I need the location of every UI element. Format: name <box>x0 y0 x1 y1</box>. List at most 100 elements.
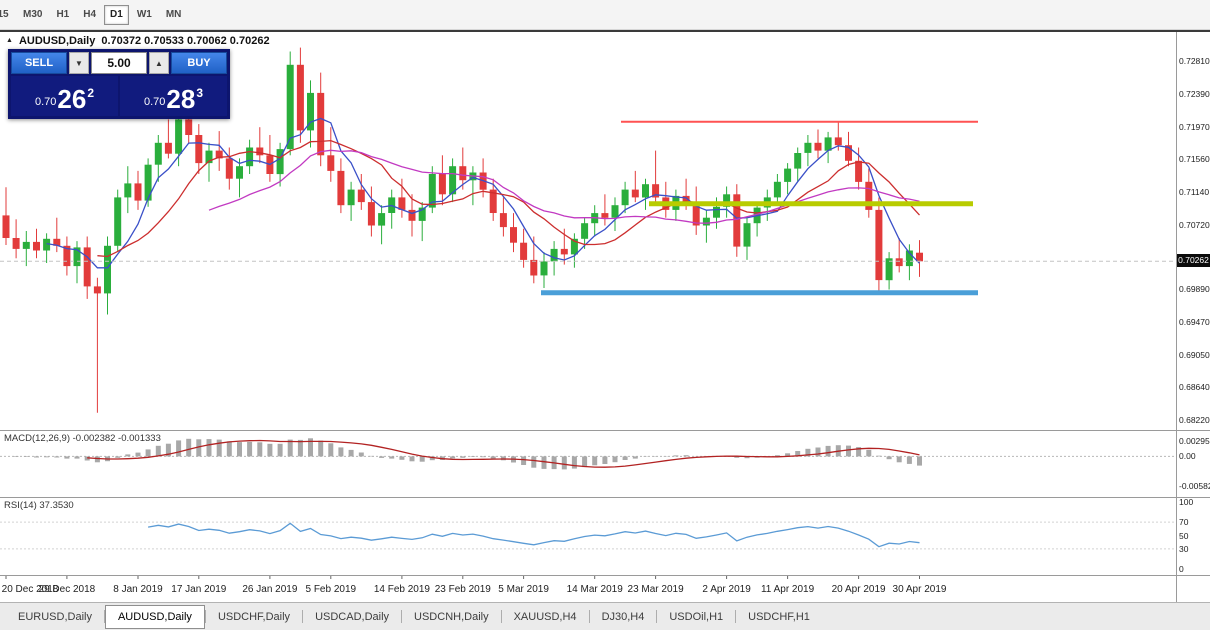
one-click-trading-panel: SELL ▼ 5.00 ▲ BUY 0.70 26 2 0.70 28 3 <box>8 49 230 119</box>
moving-average-21 <box>208 149 920 224</box>
chart-symbol-title: AUDUSD,Daily <box>18 35 96 47</box>
bid-price-display[interactable]: 0.70 26 2 <box>11 76 118 116</box>
timeframe-button-m30[interactable]: M30 <box>23 9 43 20</box>
sell-button[interactable]: SELL <box>11 52 67 74</box>
candles-layer <box>2 47 923 413</box>
date-label: 20 Dec 2018 <box>2 584 59 595</box>
chart-tab-usdchf-daily[interactable]: USDCHF,Daily <box>217 610 291 623</box>
macd-axis-label: -0.00582 <box>1179 481 1210 491</box>
current-price-badge: 0.70262 <box>1177 254 1210 267</box>
price-chart-plot[interactable]: ▲ AUDUSD,Daily 0.70372 0.70533 0.70062 0… <box>0 32 1176 430</box>
price-axis[interactable]: 0.70262 0.72810 0.72390 0.71970 0.71560 0.71… <box>1176 32 1210 430</box>
date-label: 30 Apr 2019 <box>893 584 947 595</box>
volume-input[interactable]: 5.00 <box>91 52 147 74</box>
price-axis-label: 0.70720 <box>1179 220 1210 230</box>
ask-prefix: 0.70 <box>143 96 166 108</box>
chart-tab-usdoil-h1[interactable]: USDOil,H1 <box>669 610 724 623</box>
macd-label: MACD(12,26,9) -0.002382 -0.001333 <box>4 433 161 444</box>
chart-tab-eurusd-daily[interactable]: EURUSD,Daily <box>18 610 92 623</box>
tab-separator <box>401 610 403 623</box>
date-label: 23 Feb 2019 <box>435 584 492 595</box>
bid-pip-digit: 2 <box>87 86 95 100</box>
price-axis-label: 0.69470 <box>1179 317 1210 327</box>
timeframe-toolbar: 15 M30 H1 H4 D1 W1 MN <box>0 0 1210 30</box>
volume-increase-button[interactable]: ▲ <box>149 52 169 74</box>
price-axis-label: 0.71560 <box>1179 154 1210 164</box>
rsi-axis-label: 70 <box>1179 517 1189 527</box>
rsi-axis-label: 100 <box>1179 497 1194 507</box>
rsi-axis-label: 50 <box>1179 531 1189 541</box>
timeframe-button-h4[interactable]: H4 <box>83 9 97 20</box>
timeframe-button-w1[interactable]: W1 <box>136 9 152 20</box>
chart-tab-xauusd-h4[interactable]: XAUUSD,H4 <box>513 610 577 623</box>
rsi-axis-label: 30 <box>1179 544 1189 554</box>
timeframe-button-d1[interactable]: D1 <box>104 4 129 25</box>
ask-big-digits: 28 <box>166 84 196 114</box>
price-axis-label: 0.69050 <box>1179 350 1210 360</box>
timeframe-button-mn[interactable]: MN <box>165 9 182 20</box>
macd-canvas <box>0 438 1176 470</box>
chart-ohlc-values: 0.70372 0.70533 0.70062 0.70262 <box>101 35 270 47</box>
date-label: 17 Jan 2019 <box>171 584 226 595</box>
rsi-panel: RSI(14) 37.3530 100 70 50 30 0 <box>0 497 1210 575</box>
chart-window-border <box>0 30 1210 32</box>
price-axis-label: 0.72390 <box>1179 89 1210 99</box>
price-chart-panel: ▲ AUDUSD,Daily 0.70372 0.70533 0.70062 0… <box>0 32 1210 430</box>
price-chart-canvas[interactable] <box>0 32 1176 430</box>
date-label: 5 Mar 2019 <box>498 584 549 595</box>
macd-panel: MACD(12,26,9) -0.002382 -0.001333 0.0029… <box>0 430 1210 497</box>
tab-separator <box>204 610 206 623</box>
date-label: 2 Apr 2019 <box>702 584 751 595</box>
symbol-collapse-arrow[interactable]: ▲ <box>6 37 13 44</box>
chart-tabbar: EURUSD,Daily AUDUSD,Daily USDCHF,Daily USDC… <box>0 602 1210 630</box>
chart-tab-audusd-daily[interactable]: AUDUSD,Daily <box>104 604 205 629</box>
date-label: 5 Feb 2019 <box>305 584 356 595</box>
rsi-axis: 100 70 50 30 0 <box>1176 497 1210 575</box>
macd-axis-label: 0.00295 <box>1179 436 1210 446</box>
ask-pip-digit: 3 <box>196 86 204 100</box>
date-label: 29 Dec 2018 <box>39 584 96 595</box>
rsi-plot[interactable]: RSI(14) 37.3530 <box>0 498 1176 575</box>
rsi-label: RSI(14) 37.3530 <box>4 500 74 511</box>
chart-header: ▲ AUDUSD,Daily 0.70372 0.70533 0.70062 0… <box>6 35 270 47</box>
buy-button[interactable]: BUY <box>171 52 227 74</box>
chart-tab-usdcnh-daily[interactable]: USDCNH,Daily <box>414 610 489 623</box>
bid-prefix: 0.70 <box>34 96 57 108</box>
timeframe-button-15[interactable]: 15 <box>0 9 9 20</box>
date-label: 23 Mar 2019 <box>628 584 685 595</box>
price-axis-label: 0.71970 <box>1179 122 1210 132</box>
chart-tab-dj30-h4[interactable]: DJ30,H4 <box>601 610 645 623</box>
ask-price-display[interactable]: 0.70 28 3 <box>120 76 227 116</box>
price-axis-label: 0.72810 <box>1179 56 1210 66</box>
moving-average-10 <box>97 139 920 258</box>
tab-separator <box>302 610 304 623</box>
timeframe-button-h1[interactable]: H1 <box>56 9 70 20</box>
moving-average-5 <box>46 117 920 269</box>
time-axis-corner <box>1176 576 1210 602</box>
tab-separator <box>588 610 590 623</box>
macd-axis-label: 0.00 <box>1179 451 1196 461</box>
chart-tab-usdchf-h1[interactable]: USDCHF,H1 <box>748 610 810 623</box>
price-axis-label: 0.68220 <box>1179 415 1210 425</box>
tab-separator <box>735 610 737 623</box>
date-label: 26 Jan 2019 <box>242 584 297 595</box>
chart-tab-usdcad-daily[interactable]: USDCAD,Daily <box>315 610 390 623</box>
rsi-axis-label: 0 <box>1179 564 1184 574</box>
date-label: 14 Feb 2019 <box>374 584 431 595</box>
price-axis-label: 0.69890 <box>1179 284 1210 294</box>
price-axis-label: 0.68640 <box>1179 382 1210 392</box>
volume-decrease-button[interactable]: ▼ <box>69 52 89 74</box>
date-label: 20 Apr 2019 <box>832 584 886 595</box>
tab-separator <box>656 610 658 623</box>
rsi-canvas <box>0 521 1176 550</box>
date-label: 14 Mar 2019 <box>567 584 624 595</box>
date-label: 11 Apr 2019 <box>761 584 815 595</box>
macd-signal-line <box>87 439 920 468</box>
macd-axis: 0.00295 0.00 -0.00582 <box>1176 431 1210 497</box>
rsi-line <box>147 522 920 548</box>
time-axis-plot[interactable]: 20 Dec 2018 29 Dec 2018 8 Jan 2019 17 Jan 2… <box>0 576 1176 602</box>
macd-plot[interactable]: MACD(12,26,9) -0.002382 -0.001333 <box>0 431 1176 497</box>
time-axis-panel[interactable]: 20 Dec 2018 29 Dec 2018 8 Jan 2019 17 Jan 2… <box>0 575 1210 602</box>
